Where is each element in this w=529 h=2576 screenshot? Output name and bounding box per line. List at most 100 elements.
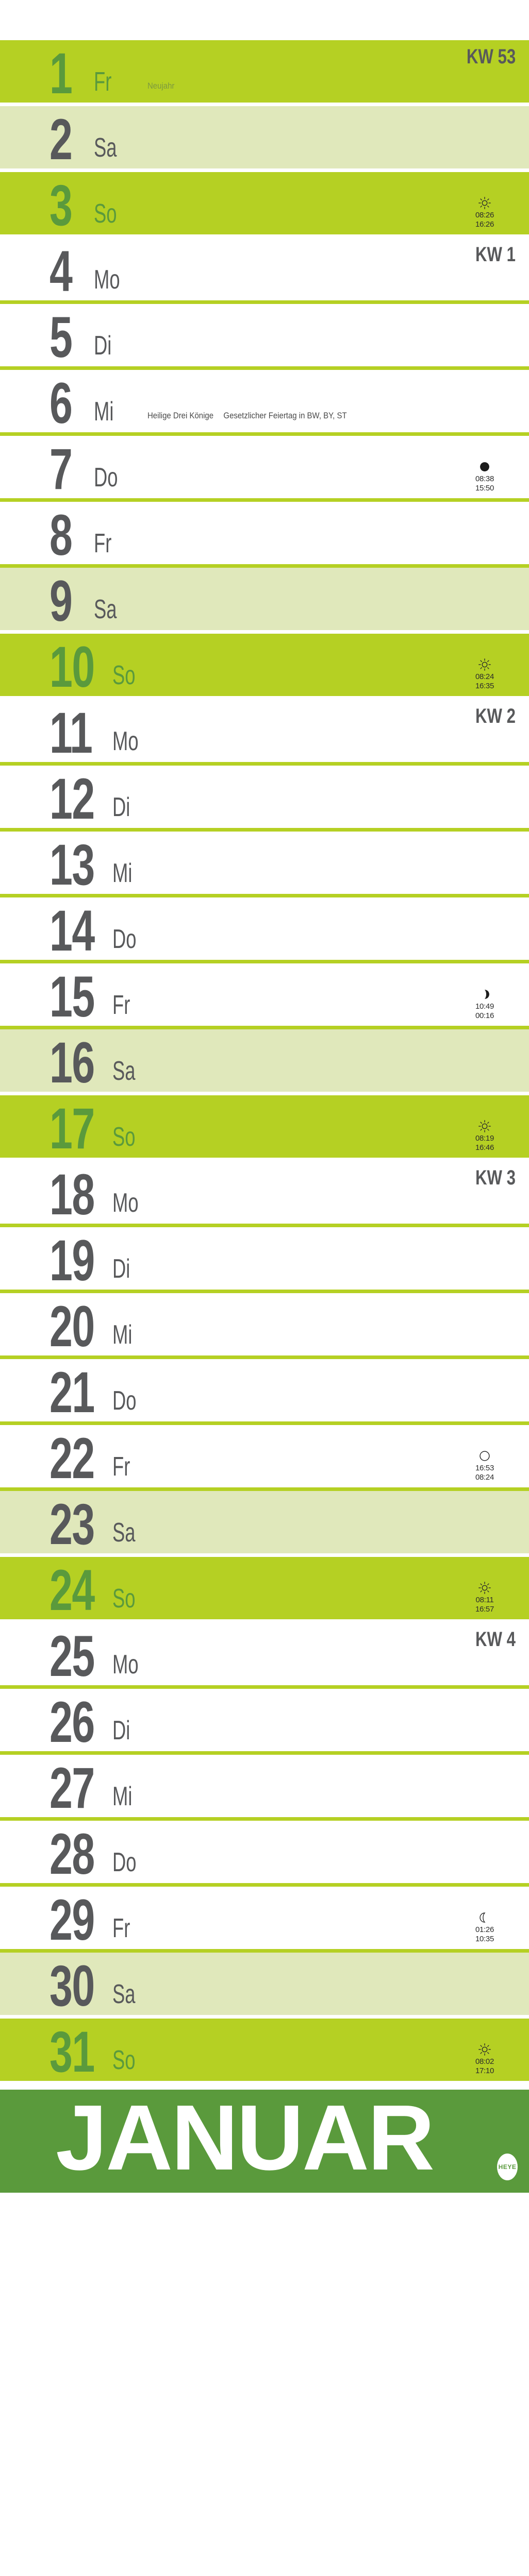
day-row[interactable]: 7 Do 08:38 15:50 — [0, 436, 529, 502]
day-row[interactable]: 25 Mo KW 4 — [0, 1623, 529, 1689]
astro-block: 08:02 17:10 — [460, 2042, 509, 2076]
day-weekday-abbr: Sa — [112, 1056, 136, 1086]
day-number: 16 — [49, 1030, 95, 1095]
week-number-label: KW 4 — [475, 1628, 516, 1651]
astro-times: 08:02 17:10 — [475, 2057, 494, 2075]
day-row[interactable]: 30 Sa — [0, 1953, 529, 2019]
day-number: 28 — [49, 1822, 95, 1887]
day-weekday-abbr: Mi — [112, 858, 133, 888]
day-row[interactable]: 10 So 08:24 16:35 — [0, 634, 529, 700]
astro-block: 08:24 16:35 — [460, 657, 509, 691]
day-number: 23 — [49, 1492, 95, 1557]
sun-icon — [460, 2042, 509, 2057]
holiday-name: Neujahr — [147, 81, 175, 91]
day-number: 3 — [49, 173, 73, 238]
moon-last-quarter-icon — [460, 1910, 509, 1925]
day-row[interactable]: 8 Fr — [0, 502, 529, 568]
day-weekday-abbr: Fr — [112, 1913, 130, 1943]
day-weekday-abbr: So — [112, 1584, 136, 1614]
astro-times: 08:24 16:35 — [475, 672, 494, 690]
set-time: 08:24 — [475, 1473, 494, 1482]
day-row[interactable]: 21 Do — [0, 1359, 529, 1425]
day-row[interactable]: 5 Di — [0, 304, 529, 370]
week-number-label: KW 2 — [475, 705, 516, 727]
day-number: 24 — [49, 1558, 95, 1623]
day-number: 21 — [49, 1360, 95, 1425]
day-row[interactable]: 9 Sa — [0, 568, 529, 634]
day-weekday-abbr: Fr — [94, 529, 112, 558]
astro-times: 01:26 10:35 — [475, 1925, 494, 1943]
day-number: 9 — [49, 569, 73, 634]
astro-times: 16:53 08:24 — [475, 1464, 494, 1482]
day-weekday-abbr: So — [112, 2045, 136, 2075]
day-row[interactable]: 14 Do — [0, 897, 529, 963]
day-weekday-abbr: Sa — [112, 1979, 136, 2009]
day-number: 8 — [49, 503, 73, 568]
day-number: 1 — [49, 41, 73, 106]
day-row[interactable]: 11 Mo KW 2 — [0, 700, 529, 766]
day-number: 7 — [49, 437, 73, 502]
day-number: 27 — [49, 1756, 95, 1821]
rise-time: 08:19 — [475, 1134, 494, 1143]
moon-new-icon — [460, 459, 509, 474]
day-row[interactable]: 18 Mo KW 3 — [0, 1161, 529, 1227]
moon-first-quarter-icon — [460, 987, 509, 1002]
day-row[interactable]: 15 Fr 10:49 00:16 — [0, 963, 529, 1029]
rise-time: 08:38 — [475, 474, 494, 483]
day-row[interactable]: 12 Di — [0, 766, 529, 832]
day-row[interactable]: 13 Mi — [0, 832, 529, 897]
day-row[interactable]: 6 Mi Heilige Drei Könige Gesetzlicher Feier… — [0, 370, 529, 436]
day-row[interactable]: 31 So 08:02 17:10 — [0, 2019, 529, 2084]
moon-first-quarter-icon — [485, 990, 489, 999]
day-row[interactable]: 27 Mi — [0, 1755, 529, 1821]
day-weekday-abbr: So — [112, 660, 136, 690]
day-weekday-abbr: Di — [112, 1716, 130, 1745]
moon-full-icon — [460, 1448, 509, 1464]
day-weekday-abbr: Sa — [94, 133, 117, 163]
day-number: 5 — [49, 305, 73, 370]
astro-times: 08:26 16:26 — [475, 211, 494, 229]
sun-icon — [460, 195, 509, 211]
day-weekday-abbr: Mi — [94, 397, 114, 427]
day-weekday-abbr: Mi — [112, 1320, 133, 1350]
day-number: 22 — [49, 1426, 95, 1491]
day-number: 12 — [49, 767, 95, 832]
day-row[interactable]: 16 Sa — [0, 1029, 529, 1095]
week-number-label: KW 53 — [466, 45, 516, 68]
day-row[interactable]: 2 Sa — [0, 106, 529, 172]
day-row[interactable]: 22 Fr 16:53 08:24 — [0, 1425, 529, 1491]
astro-times: 08:19 16:46 — [475, 1134, 494, 1152]
sun-icon — [460, 1580, 509, 1596]
day-number: 6 — [49, 371, 73, 436]
holiday-note: Heilige Drei Könige Gesetzlicher Feiertag… — [147, 411, 347, 421]
day-row[interactable]: 4 Mo KW 1 — [0, 238, 529, 304]
day-row[interactable]: 26 Di — [0, 1689, 529, 1755]
day-number: 26 — [49, 1690, 95, 1755]
set-time: 17:10 — [475, 2066, 494, 2075]
day-weekday-abbr: So — [94, 199, 117, 229]
day-number: 20 — [49, 1294, 95, 1359]
day-row[interactable]: 24 So 08:11 16:57 — [0, 1557, 529, 1623]
day-weekday-abbr: Mo — [94, 265, 120, 295]
day-row[interactable]: 20 Mi — [0, 1293, 529, 1359]
day-weekday-abbr: Di — [94, 331, 112, 361]
day-row[interactable]: 19 Di — [0, 1227, 529, 1293]
day-row[interactable]: 1 Fr KW 53 Neujahr — [0, 40, 529, 106]
day-weekday-abbr: Fr — [112, 1452, 130, 1482]
day-row[interactable]: 28 Do — [0, 1821, 529, 1887]
day-row[interactable]: 3 So 08:26 16:26 — [0, 172, 529, 238]
day-row[interactable]: 17 So 08:19 16:46 — [0, 1095, 529, 1161]
day-number: 2 — [49, 107, 73, 172]
day-row[interactable]: 29 Fr 01:26 10:35 — [0, 1887, 529, 1953]
day-row[interactable]: 23 Sa — [0, 1491, 529, 1557]
set-time: 00:16 — [475, 1011, 494, 1020]
day-number: 30 — [49, 1954, 95, 2019]
month-name: JANUAR — [56, 2086, 435, 2190]
astro-block: 08:26 16:26 — [460, 195, 509, 229]
set-time: 16:35 — [475, 682, 494, 690]
day-weekday-abbr: Sa — [94, 595, 117, 624]
set-time: 16:46 — [475, 1143, 494, 1152]
astro-block: 10:49 00:16 — [460, 987, 509, 1021]
